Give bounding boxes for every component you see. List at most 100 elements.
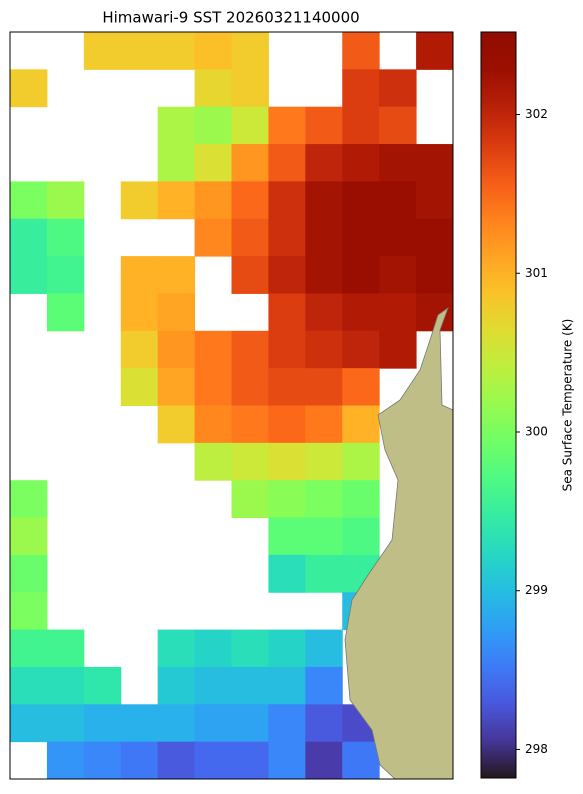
sst-cell [10, 554, 48, 593]
sst-cell [157, 704, 196, 743]
sst-cell [194, 741, 232, 779]
sst-cell [416, 32, 453, 70]
sst-cell [120, 293, 159, 332]
sst-cell [268, 144, 306, 182]
sst-cell [231, 106, 269, 145]
sst-cell [342, 368, 380, 406]
sst-cell [83, 704, 122, 743]
chart-title: Himawari-9 SST 20260321140000 [102, 9, 359, 27]
colorbar-tick-label: 302 [525, 107, 548, 121]
sst-cell [342, 69, 380, 108]
sst-cell [268, 704, 306, 743]
sst-cell [342, 330, 380, 369]
sst-cell [231, 741, 269, 779]
sst-cell [379, 106, 417, 145]
sst-cell [305, 741, 343, 779]
sst-cell [231, 666, 269, 705]
sst-cell [157, 106, 196, 145]
sst-cell [46, 181, 85, 220]
sst-cell [268, 480, 306, 519]
sst-cell [231, 256, 269, 294]
sst-cell [120, 704, 159, 743]
sst-cell [10, 704, 48, 743]
sst-cell [305, 480, 343, 519]
sst-cell [305, 629, 343, 668]
sst-cell [305, 554, 343, 593]
sst-cell [379, 144, 417, 182]
map-frame [9, 31, 454, 780]
sst-cell [83, 32, 122, 70]
sst-cell [416, 256, 453, 294]
sst-cell [194, 330, 232, 369]
sst-cell [120, 256, 159, 294]
sst-cell [268, 741, 306, 779]
sst-cell [416, 144, 453, 182]
sst-cell [342, 144, 380, 182]
sst-cell [157, 330, 196, 369]
sst-cell [194, 368, 232, 406]
colorbar-tick-label: 300 [525, 424, 548, 438]
sst-cell [268, 330, 306, 369]
sst-cell [194, 405, 232, 444]
colorbar-tick-label: 299 [525, 583, 548, 597]
sst-cell [416, 181, 453, 220]
sst-cell [379, 256, 417, 294]
sst-cell [305, 106, 343, 145]
sst-cell [194, 32, 232, 70]
colorbar-tick-label: 301 [525, 266, 548, 280]
sst-cell [268, 106, 306, 145]
sst-cell [342, 106, 380, 145]
sst-cell [379, 330, 417, 369]
sst-cell [379, 181, 417, 220]
sst-field [10, 32, 453, 779]
sst-cell [268, 218, 306, 257]
sst-cell [46, 629, 85, 668]
sst-cell [305, 666, 343, 705]
sst-cell [268, 629, 306, 668]
sst-cell [305, 442, 343, 481]
sst-cell [231, 368, 269, 406]
sst-cell [10, 181, 48, 220]
sst-cell [305, 218, 343, 257]
sst-cell [10, 517, 48, 556]
sst-cell [120, 330, 159, 369]
sst-cell [10, 666, 48, 705]
sst-cell [342, 442, 380, 481]
colorbar-label: Sea Surface Temperature (K) [561, 319, 575, 492]
sst-cell [268, 517, 306, 556]
sst-cell [305, 181, 343, 220]
sst-cell [157, 629, 196, 668]
sst-cell [268, 666, 306, 705]
sst-cell [83, 666, 122, 705]
sst-cell [342, 517, 380, 556]
sst-cell [120, 32, 159, 70]
sst-cell [46, 293, 85, 332]
sst-cell [379, 293, 417, 332]
sst-cell [231, 330, 269, 369]
sst-cell [157, 741, 196, 779]
sst-cell [379, 69, 417, 108]
sst-cell [342, 293, 380, 332]
sst-cell [157, 256, 196, 294]
sst-cell [231, 405, 269, 444]
sst-cell [194, 106, 232, 145]
sst-cell [194, 666, 232, 705]
sst-cell [305, 144, 343, 182]
sst-cell [194, 69, 232, 108]
sst-cell [10, 218, 48, 257]
colorbar [480, 31, 517, 779]
sst-cell [10, 480, 48, 519]
sst-cell [157, 293, 196, 332]
sst-cell [342, 405, 380, 444]
sst-cell [268, 181, 306, 220]
sst-cell [46, 704, 85, 743]
sst-cell [305, 368, 343, 406]
sst-cell [231, 704, 269, 743]
sst-cell [10, 629, 48, 668]
sst-cell [268, 293, 306, 332]
sst-cell [416, 218, 453, 257]
sst-cell [194, 144, 232, 182]
sst-cell [157, 405, 196, 444]
sst-cell [305, 330, 343, 369]
